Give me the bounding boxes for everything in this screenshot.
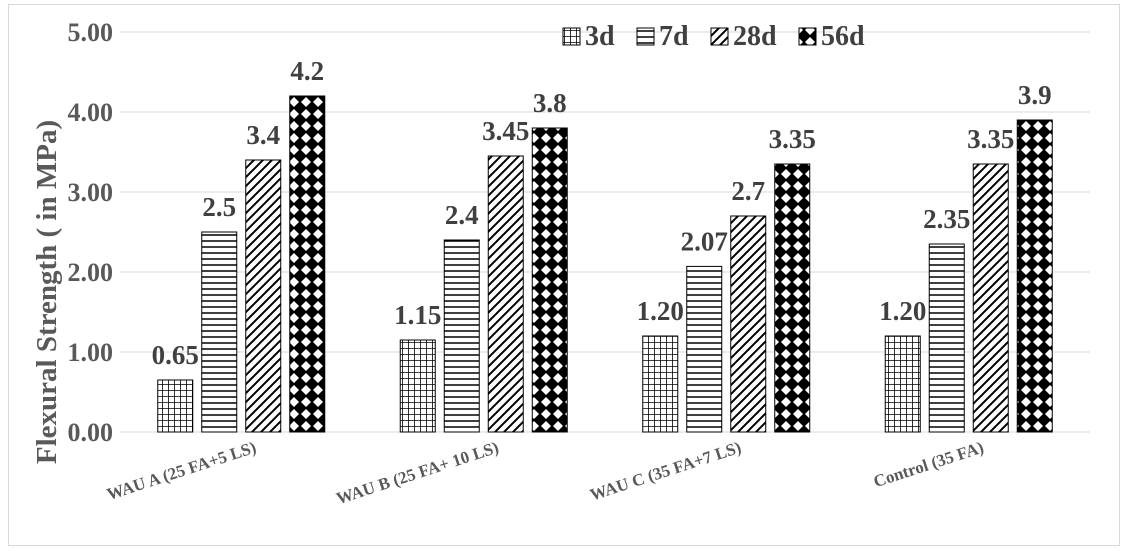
data-label: 1.20 bbox=[879, 296, 926, 326]
legend-label-7d: 7d bbox=[659, 21, 689, 52]
bar-56d bbox=[774, 163, 811, 433]
bar-3d bbox=[399, 339, 436, 433]
y-tick-label: 3.00 bbox=[68, 178, 114, 207]
data-label: 3.35 bbox=[967, 124, 1014, 154]
y-tick-label: 0.00 bbox=[68, 418, 114, 447]
data-label: 3.8 bbox=[533, 88, 567, 118]
data-label: 2.07 bbox=[681, 226, 728, 256]
legend: 3d 7d 28d 56d bbox=[562, 21, 865, 52]
bar-7d bbox=[201, 231, 238, 433]
data-labels: 0.652.53.44.21.152.43.453.81.202.072.73.… bbox=[152, 56, 1052, 370]
bar-56d bbox=[531, 127, 568, 433]
legend-swatch-56d bbox=[798, 27, 817, 46]
bar-28d bbox=[730, 215, 767, 433]
y-tick-label: 5.00 bbox=[68, 18, 114, 47]
legend-swatch-28d bbox=[710, 27, 729, 46]
bar-56d bbox=[289, 95, 326, 433]
x-category-label: Control (35 FA) bbox=[871, 438, 986, 491]
y-tick-label: 1.00 bbox=[68, 338, 114, 367]
bar-7d bbox=[443, 239, 480, 433]
bar-28d bbox=[487, 155, 524, 433]
data-label: 4.2 bbox=[290, 56, 324, 86]
bar-56d bbox=[1016, 119, 1053, 433]
data-label: 2.35 bbox=[923, 204, 970, 234]
bar-7d bbox=[686, 265, 723, 433]
x-category-label: WAU B (25 FA+ 10 LS) bbox=[334, 438, 501, 508]
legend-label-28d: 28d bbox=[733, 21, 777, 52]
bar-3d bbox=[157, 379, 194, 433]
data-label: 3.35 bbox=[769, 124, 816, 154]
legend-swatch-3d bbox=[562, 27, 581, 46]
data-label: 3.45 bbox=[482, 116, 529, 146]
x-category-label: WAU A (25 FA+5 LS) bbox=[104, 438, 258, 504]
bar-7d bbox=[928, 243, 965, 433]
bar-3d bbox=[884, 335, 921, 433]
legend-swatch-7d bbox=[636, 27, 655, 46]
gridlines bbox=[120, 31, 1090, 433]
bar-3d bbox=[642, 335, 679, 433]
bars bbox=[157, 95, 1053, 433]
y-axis-title: Flexural Strength ( in MPa) bbox=[31, 120, 63, 464]
bar-28d bbox=[972, 163, 1009, 433]
data-label: 1.15 bbox=[394, 300, 441, 330]
data-label: 3.4 bbox=[246, 120, 280, 150]
y-tick-label: 2.00 bbox=[68, 258, 114, 287]
bar-28d bbox=[245, 159, 282, 433]
y-tick-label: 4.00 bbox=[68, 98, 114, 127]
data-label: 2.5 bbox=[202, 192, 236, 222]
legend-label-56d: 56d bbox=[821, 21, 865, 52]
legend-label-3d: 3d bbox=[585, 21, 615, 52]
data-label: 2.7 bbox=[731, 176, 765, 206]
data-label: 2.4 bbox=[445, 200, 479, 230]
data-label: 1.20 bbox=[637, 296, 684, 326]
data-label: 3.9 bbox=[1018, 80, 1052, 110]
data-label: 0.65 bbox=[152, 340, 199, 370]
x-category-label: WAU C (35 FA+7 LS) bbox=[588, 438, 744, 505]
